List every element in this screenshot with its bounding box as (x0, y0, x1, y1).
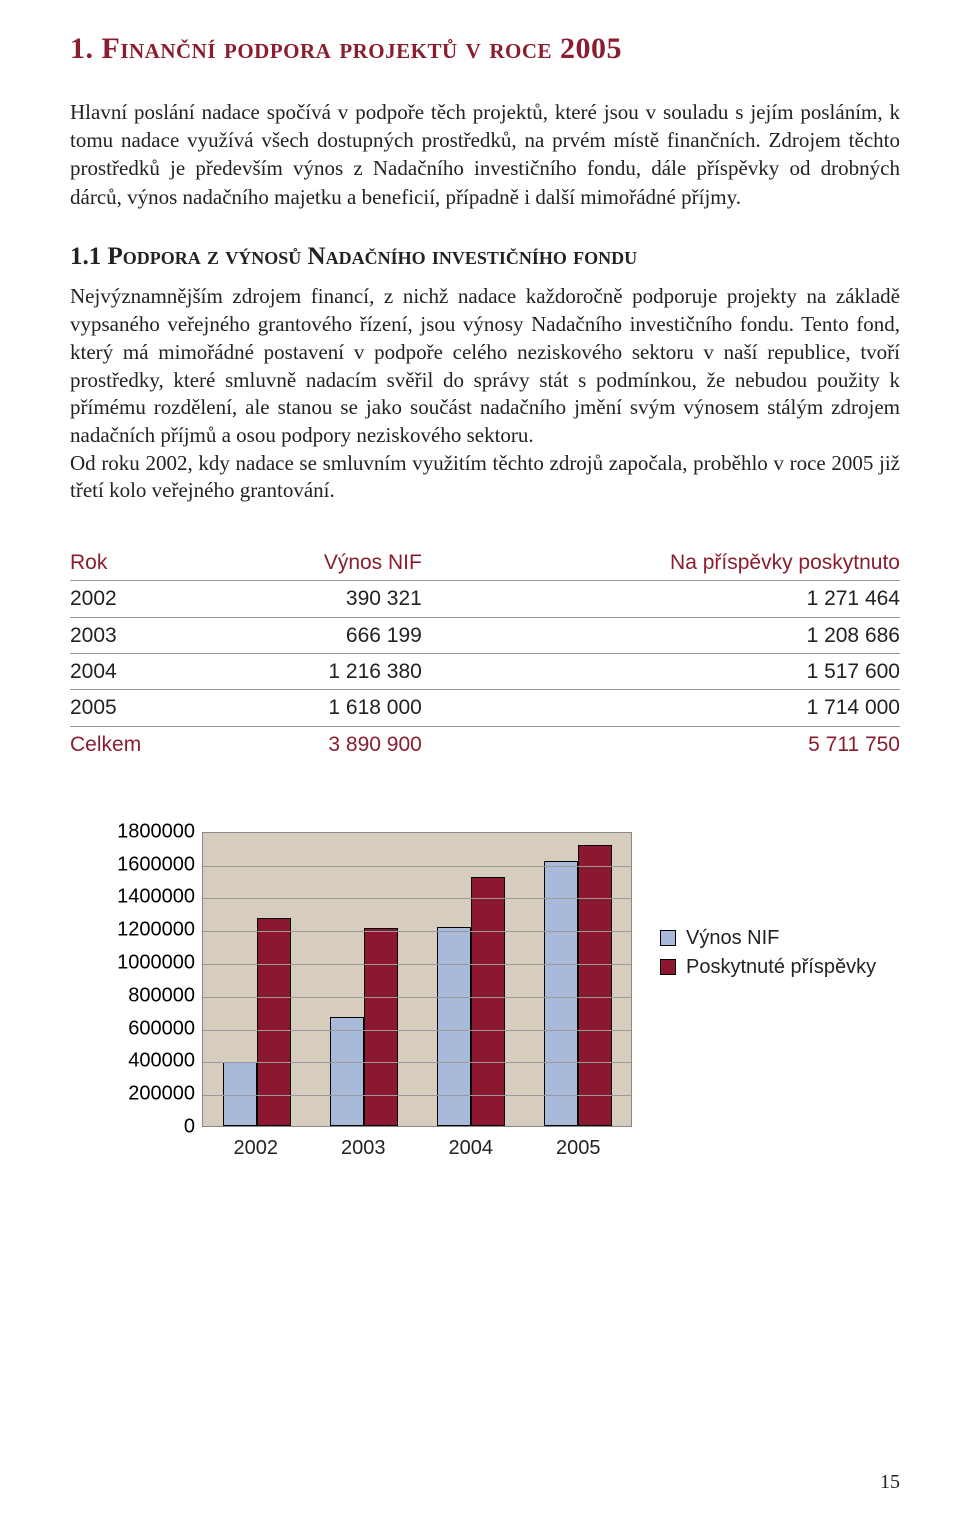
chart-y-tick-label: 200000 (100, 1083, 195, 1106)
th-prispevky: Na příspěvky poskytnuto (422, 545, 900, 581)
cell-prisp: 1 517 600 (422, 654, 900, 690)
cell-vynos: 1 618 000 (218, 690, 422, 726)
cell-vynos: 390 321 (218, 581, 422, 617)
chart-y-axis: 0200000400000600000800000100000012000001… (100, 832, 195, 1127)
chart-bar (471, 877, 505, 1126)
chart-bar (544, 861, 578, 1126)
chart-y-tick-label: 0 (100, 1115, 195, 1138)
chart-x-tick-label: 2003 (333, 1137, 393, 1160)
section-heading: 1. Finanční podpora projektů v roce 2005 (70, 30, 900, 68)
chart-x-tick-label: 2004 (441, 1137, 501, 1160)
chart-bar (364, 928, 398, 1126)
th-rok: Rok (70, 545, 218, 581)
chart-y-tick-label: 800000 (100, 984, 195, 1007)
legend-label: Poskytnuté příspěvky (686, 956, 876, 979)
chart-x-tick-label: 2005 (548, 1137, 608, 1160)
legend-swatch-icon (660, 959, 676, 975)
legend-item: Poskytnuté příspěvky (660, 956, 876, 979)
cell-year: 2003 (70, 617, 218, 653)
chart-bar (578, 845, 612, 1126)
chart-y-tick-label: 1800000 (100, 820, 195, 843)
table-row: 2003 666 199 1 208 686 (70, 617, 900, 653)
chart-y-tick-label: 400000 (100, 1050, 195, 1073)
cell-prisp: 1 271 464 (422, 581, 900, 617)
subsection-heading: 1.1 Podpora z výnosů Nadačního investičn… (70, 241, 900, 274)
cell-year: 2002 (70, 581, 218, 617)
cell-year: 2004 (70, 654, 218, 690)
chart-bar-group (544, 845, 612, 1126)
chart-x-tick-label: 2002 (226, 1137, 286, 1160)
nif-bar-chart: 0 200000 400000 600000 800000 1000000 1200000 1… (100, 832, 900, 1160)
cell-prisp: 1 714 000 (422, 690, 900, 726)
chart-x-axis: 2002 2003 2004 2005 (202, 1137, 632, 1160)
cell-prisp: 1 208 686 (422, 617, 900, 653)
chart-y-tick-label: 600000 (100, 1017, 195, 1040)
cell-year: 2005 (70, 690, 218, 726)
chart-legend: Výnos NIF Poskytnuté příspěvky (660, 927, 876, 985)
chart-bar (330, 1017, 364, 1126)
body-paragraph-2: Od roku 2002, kdy nadace se smluvním vyu… (70, 450, 900, 505)
page-number: 15 (880, 1471, 900, 1494)
cell-vynos: 666 199 (218, 617, 422, 653)
table-total-row: Celkem 3 890 900 5 711 750 (70, 726, 900, 762)
intro-paragraph: Hlavní poslání nadace spočívá v podpoře … (70, 98, 900, 211)
legend-swatch-icon (660, 930, 676, 946)
chart-bar (223, 1062, 257, 1126)
chart-y-tick-label: 1400000 (100, 886, 195, 909)
chart-y-tick-label: 1200000 (100, 919, 195, 942)
chart-y-tick-label: 1000000 (100, 952, 195, 975)
chart-bar-group (437, 877, 505, 1126)
chart-y-tick-label: 1600000 (100, 853, 195, 876)
nif-table: Rok Výnos NIF Na příspěvky poskytnuto 20… (70, 545, 900, 762)
th-vynos: Výnos NIF (218, 545, 422, 581)
table-row: 2005 1 618 000 1 714 000 (70, 690, 900, 726)
chart-plot-area (202, 832, 632, 1127)
cell-total-vynos: 3 890 900 (218, 726, 422, 762)
legend-item: Výnos NIF (660, 927, 876, 950)
cell-total-label: Celkem (70, 726, 218, 762)
cell-total-prisp: 5 711 750 (422, 726, 900, 762)
body-paragraph-1: Nejvýznamnějším zdrojem financí, z nichž… (70, 283, 900, 449)
table-row: 2004 1 216 380 1 517 600 (70, 654, 900, 690)
chart-bar-group (330, 928, 398, 1126)
table-row: 2002 390 321 1 271 464 (70, 581, 900, 617)
legend-label: Výnos NIF (686, 927, 779, 950)
table-header-row: Rok Výnos NIF Na příspěvky poskytnuto (70, 545, 900, 581)
cell-vynos: 1 216 380 (218, 654, 422, 690)
